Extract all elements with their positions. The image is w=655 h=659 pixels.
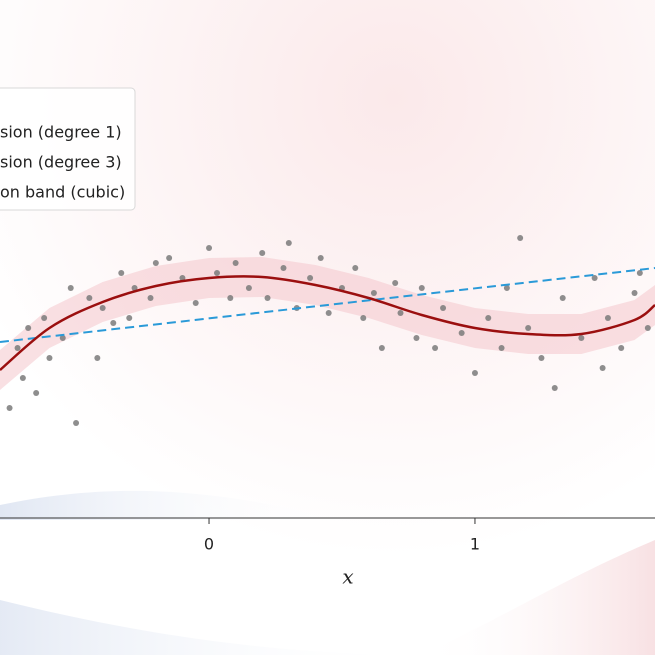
legend-label: sion (degree 3) [0, 153, 122, 172]
data-point [440, 305, 447, 311]
background-wave [420, 540, 655, 655]
data-point [392, 280, 399, 286]
fit-line [0, 275, 655, 371]
x-tick-label: 0 [204, 535, 214, 554]
data-point [6, 405, 13, 411]
data-point [285, 240, 292, 246]
data-point [604, 315, 611, 321]
fit-line [0, 267, 655, 343]
x-tick-label: 1 [470, 535, 480, 554]
data-point [636, 270, 643, 276]
data-point [538, 355, 545, 361]
data-point [591, 275, 598, 281]
data-point [232, 260, 239, 266]
data-point [14, 345, 21, 351]
data-point [517, 235, 524, 241]
data-point [317, 255, 324, 261]
data-point [559, 295, 566, 301]
data-point [126, 315, 133, 321]
data-point [360, 315, 367, 321]
data-point [498, 345, 505, 351]
legend-box [0, 87, 136, 211]
data-point [25, 325, 32, 331]
data-point [578, 335, 585, 341]
data-point [280, 265, 287, 271]
data-point [471, 370, 478, 376]
data-point [73, 420, 80, 426]
data-point [599, 365, 606, 371]
data-point [99, 305, 106, 311]
data-point [94, 355, 101, 361]
data-point [413, 335, 420, 341]
data-point [618, 345, 625, 351]
data-point [264, 295, 271, 301]
data-point [378, 345, 385, 351]
data-point [179, 275, 186, 281]
data-point [19, 375, 26, 381]
data-point [551, 385, 558, 391]
data-point [67, 285, 74, 291]
data-point [259, 250, 266, 256]
data-point [131, 285, 138, 291]
data-point [110, 320, 117, 326]
data-point [33, 390, 40, 396]
data-point [307, 275, 314, 281]
background-wave [0, 600, 420, 655]
data-point [644, 325, 651, 331]
data-point [325, 310, 332, 316]
data-point [432, 345, 439, 351]
background-wave [0, 490, 340, 520]
data-point [458, 330, 465, 336]
data-point [152, 260, 159, 266]
data-point [118, 270, 125, 276]
x-axis-label: x [342, 565, 353, 589]
data-point [352, 265, 359, 271]
data-point [46, 355, 53, 361]
data-point [59, 335, 66, 341]
data-point [485, 315, 492, 321]
legend-label: sion (degree 1) [0, 123, 122, 142]
confidence-band [0, 257, 655, 390]
data-point [503, 285, 510, 291]
legend-label: on band (cubic) [0, 183, 125, 202]
data-point [147, 295, 154, 301]
data-point [397, 310, 404, 316]
data-point [166, 255, 173, 261]
data-point [206, 245, 213, 251]
data-point [245, 285, 252, 291]
data-point [525, 325, 532, 331]
data-point [418, 285, 425, 291]
data-point [227, 295, 234, 301]
data-point [631, 290, 638, 296]
data-point [86, 295, 93, 301]
data-point [192, 300, 199, 306]
data-point [214, 270, 221, 276]
data-point [41, 315, 48, 321]
data-point [370, 290, 377, 296]
